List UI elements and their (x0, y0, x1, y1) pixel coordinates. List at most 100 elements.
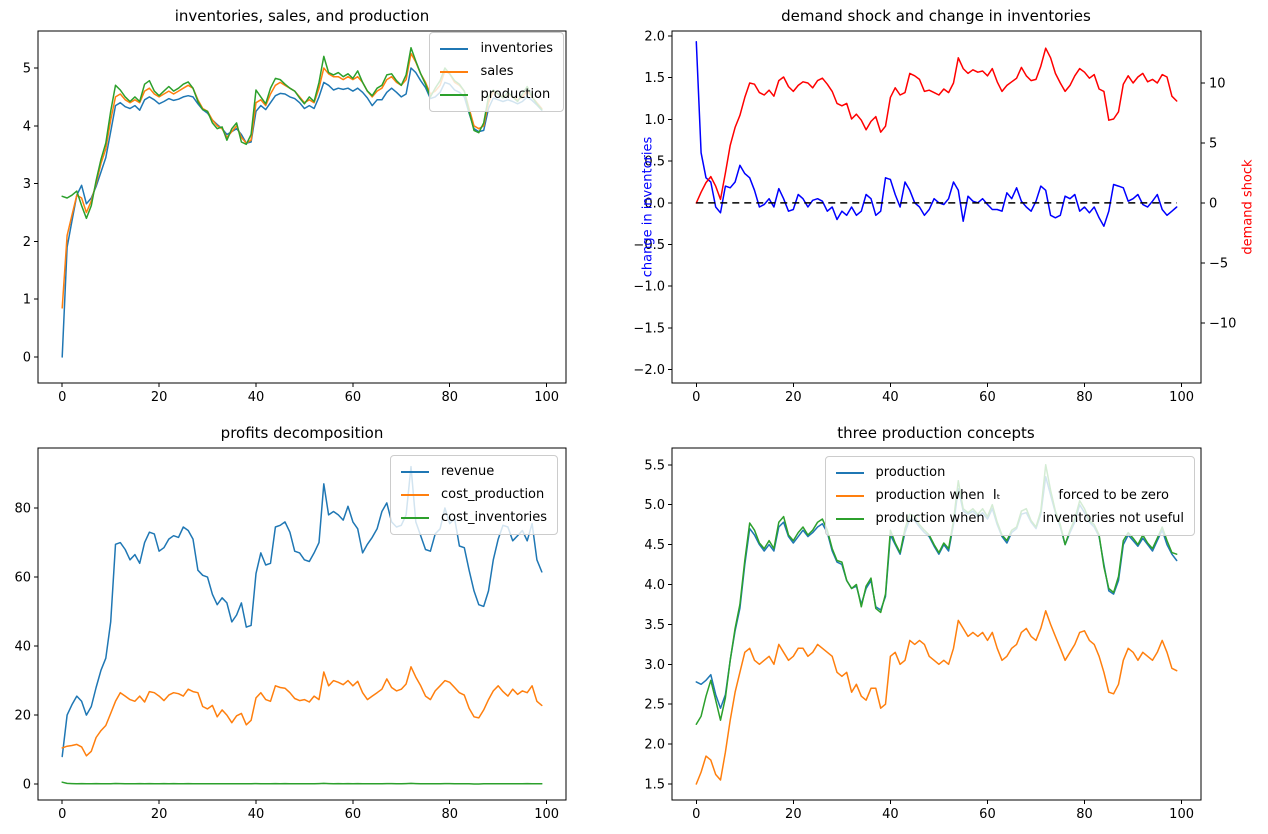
legend-item: production (835, 463, 1184, 483)
y-right-tick-label: 10 (1209, 76, 1226, 91)
y-tick-label: 2.0 (644, 30, 665, 45)
x-tick-label: 80 (1076, 390, 1093, 405)
series-line-cost-production (61, 666, 543, 757)
x-tick-label: 80 (1076, 807, 1093, 822)
y-tick-label: 1.5 (644, 778, 665, 793)
x-tick-label: 80 (441, 390, 458, 405)
chart-three-production-concepts: 0 20 40 60 80 100 1.5 2.0 2.5 3.0 3.5 4.0 4.5 5.0 5.5 … (634, 417, 1268, 834)
plot-svg: 0 20 40 60 80 100−2.0−1.5−1.0−0.50.00.51.01.5… (634, 30, 1236, 405)
legend-label: production (875, 465, 946, 480)
x-tick-label: 40 (882, 807, 899, 822)
legend: revenue cost_production cost_inventories (389, 455, 558, 535)
y-tick-label: 5.5 (644, 458, 665, 473)
series-line-change-in-inventories (695, 41, 1178, 227)
x-axis-ticks: 0 20 40 60 80 100 (58, 800, 559, 822)
legend-line-swatch (400, 517, 429, 519)
legend-item: sales (440, 62, 553, 82)
plot-svg: 0 20 40 60 80 100 0 20 40 60 80 (14, 447, 567, 822)
x-tick-label: 0 (58, 390, 66, 405)
y-axis-label-left-text: change in inventories (640, 136, 656, 278)
plot-svg: 0 20 40 60 80 100 0 1 2 3 4 5 (23, 30, 567, 405)
y-tick-label: 4 (23, 119, 31, 134)
legend-line-swatch (400, 494, 429, 496)
y-tick-label: 3.0 (644, 658, 665, 673)
y-tick-label: 40 (14, 640, 31, 655)
y-right-tick-label: −5 (1209, 256, 1228, 271)
chart-title: inventories, sales, and production (174, 7, 430, 25)
legend-label: cost_production (440, 487, 545, 502)
y-axis-right-ticks: −10 −5 0 5 10 (1201, 76, 1236, 331)
chart-title: three production concepts (837, 424, 1035, 442)
x-tick-label: 100 (1169, 390, 1194, 405)
axes-spines (37, 447, 567, 801)
y-tick-label: 80 (14, 502, 31, 517)
y-tick-label: −1.0 (634, 280, 665, 295)
y-tick-label: −2.0 (634, 363, 665, 378)
y-axis-label-right-text: demand shock (1240, 159, 1256, 255)
legend-item: production when inventories not useful (835, 509, 1184, 529)
legend-line-swatch (440, 94, 469, 96)
x-tick-label: 100 (1169, 807, 1194, 822)
chart-profits-decomposition: 0 20 40 60 80 100 0 20 40 60 80 profits decomposit… (0, 417, 634, 834)
legend: production production when Iₜ forced to … (824, 456, 1195, 536)
y-tick-label: 1.0 (644, 113, 665, 128)
x-tick-label: 60 (979, 390, 996, 405)
legend-item: cost_production (400, 485, 547, 505)
y-tick-label: 2 (23, 235, 31, 250)
y-tick-label: −0.5 (634, 238, 665, 253)
x-tick-label: 0 (692, 390, 700, 405)
y-tick-label: −1.5 (634, 321, 665, 336)
y-tick-label: 2.0 (644, 738, 665, 753)
x-axis-ticks: 0 20 40 60 80 100 (692, 383, 1194, 405)
series-line-demand-shock (695, 47, 1178, 204)
legend-item: cost_inventories (400, 508, 547, 528)
legend-label: cost_inventories (440, 510, 547, 525)
x-tick-label: 20 (151, 390, 168, 405)
legend-label: inventories (480, 41, 553, 56)
y-tick-label: 1 (23, 293, 31, 308)
x-tick-label: 20 (785, 390, 802, 405)
legend-line-swatch (400, 471, 429, 473)
x-tick-label: 20 (785, 807, 802, 822)
legend-item: inventories (440, 39, 553, 59)
x-tick-label: 0 (692, 807, 700, 822)
y-tick-label: 0 (23, 350, 31, 365)
y-axis-ticks: 0 20 40 60 80 (14, 502, 38, 793)
y-tick-label: 5 (23, 61, 31, 76)
y-axis-ticks: 1.5 2.0 2.5 3.0 3.5 4.0 4.5 5.0 5.5 (644, 458, 672, 793)
y-tick-label: 3 (23, 177, 31, 192)
y-right-tick-label: 0 (1209, 196, 1217, 211)
y-tick-label: 5.0 (644, 498, 665, 513)
chart-title: profits decomposition (220, 424, 384, 442)
y-tick-label: 0.0 (644, 196, 665, 211)
x-tick-label: 80 (441, 807, 458, 822)
series-lines (695, 41, 1178, 227)
chart-title: demand shock and change in inventories (781, 7, 1091, 25)
x-tick-label: 60 (345, 807, 362, 822)
y-tick-label: 3.5 (644, 618, 665, 633)
x-tick-label: 20 (151, 807, 168, 822)
x-axis-ticks: 0 20 40 60 80 100 (692, 800, 1194, 822)
axes-spines (37, 30, 567, 384)
legend-label: production when Iₜ forced to be zero (875, 488, 1169, 503)
x-tick-label: 40 (882, 390, 899, 405)
y-tick-label: 20 (14, 709, 31, 724)
y-tick-label: 60 (14, 571, 31, 586)
y-tick-label: 0.5 (644, 155, 665, 170)
legend-line-swatch (835, 518, 864, 520)
legend-label: sales (480, 64, 514, 79)
legend: inventories sales production (429, 32, 564, 112)
axes-spines (671, 30, 1202, 384)
legend-label: revenue (440, 464, 495, 479)
series-line-revenue (61, 465, 543, 758)
y-axis-ticks: −2.0 −1.5 −1.0 −0.5 0.0 0.5 1.0 1.5 2.0 (634, 30, 672, 378)
x-tick-label: 60 (979, 807, 996, 822)
legend-label: production when inventories not useful (875, 511, 1184, 526)
y-right-tick-label: −10 (1209, 316, 1236, 331)
x-tick-label: 0 (58, 807, 66, 822)
legend-item: production (440, 85, 553, 105)
legend-line-swatch (835, 495, 864, 497)
x-tick-label: 100 (534, 807, 559, 822)
series-line-cost-inventories (61, 781, 543, 785)
x-axis-ticks: 0 20 40 60 80 100 (58, 383, 559, 405)
